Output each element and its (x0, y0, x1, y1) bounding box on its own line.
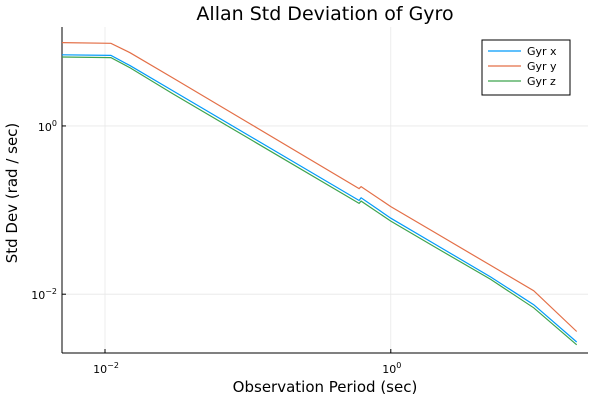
x-axis-label: Observation Period (sec) (233, 378, 418, 396)
y-tick-label: 10−2 (31, 287, 57, 302)
legend-label: Gyr y (527, 60, 557, 73)
legend-box (481, 39, 571, 96)
chart-title: Allan Std Deviation of Gyro (196, 3, 453, 25)
x-tick-label: 10−2 (93, 361, 119, 376)
legend: Gyr x Gyr y Gyr z (481, 39, 571, 96)
series-layer (61, 42, 578, 346)
legend-label: Gyr x (527, 45, 557, 58)
y-axis-label: Std Dev (rad / sec) (3, 123, 21, 264)
series-line-2 (61, 42, 578, 332)
grid-layer (62, 27, 588, 353)
y-tick-label: 100 (38, 119, 57, 134)
legend-label: Gyr z (527, 75, 556, 88)
axes-layer: 10−2 100 10−2 100 (31, 27, 588, 376)
series-line-3 (61, 56, 578, 346)
series-line-1 (61, 54, 578, 343)
x-tick-label: 100 (382, 361, 401, 376)
